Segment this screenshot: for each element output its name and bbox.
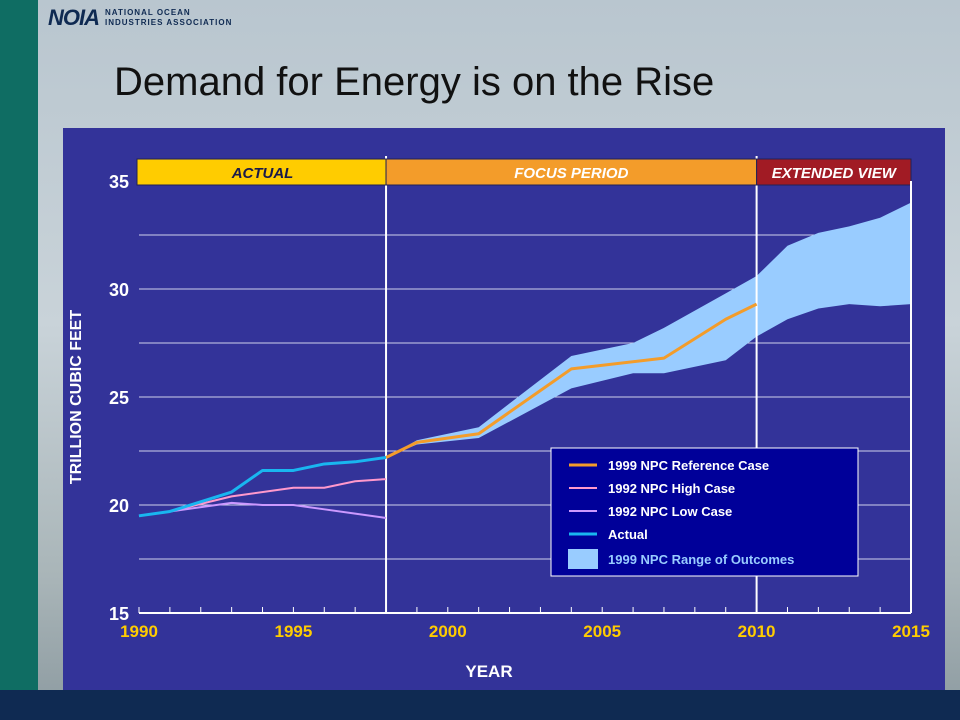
y-tick-label: 25 [109, 388, 129, 408]
series-line [385, 302, 758, 459]
bottom-band [0, 690, 960, 720]
x-tick-label: 1990 [120, 622, 158, 641]
y-tick-label: 35 [109, 172, 129, 192]
energy-demand-chart: ACTUAL FOCUS PERIOD EXTENDED VIEW 1990 1995 2… [68, 156, 930, 681]
series-line [138, 455, 387, 518]
y-tick-label: 20 [109, 496, 129, 516]
legend-label: 1992 NPC Low Case [608, 504, 732, 519]
slide-title: Demand for Energy is on the Rise [114, 60, 715, 104]
legend-box [550, 447, 859, 577]
chart-panel: ACTUAL FOCUS PERIOD EXTENDED VIEW 1990 1995 2… [63, 128, 945, 690]
x-tick-label: 2000 [429, 622, 467, 641]
logo-line-1: NATIONAL OCEAN [105, 8, 191, 17]
left-stripe [0, 0, 38, 720]
range-band [386, 202, 911, 458]
legend-label: Actual [608, 527, 648, 542]
logo-text: NATIONAL OCEAN INDUSTRIES ASSOCIATION [105, 8, 232, 28]
x-tick-label: 2005 [583, 622, 621, 641]
legend-label: 1999 NPC Reference Case [608, 458, 769, 473]
y-axis-title: TRILLION CUBIC FEET [68, 310, 85, 484]
x-tick-label: 2010 [738, 622, 776, 641]
legend-label: 1992 NPC High Case [608, 481, 735, 496]
series-line [138, 501, 387, 519]
x-tick-label: 2015 [892, 622, 930, 641]
logo: NOIA NATIONAL OCEAN INDUSTRIES ASSOCIATI… [48, 5, 232, 31]
period-label: ACTUAL [231, 165, 294, 182]
y-tick-label: 30 [109, 280, 129, 300]
period-label: EXTENDED VIEW [772, 165, 898, 182]
period-bar [385, 158, 758, 186]
period-bar [136, 158, 387, 186]
x-axis-title: YEAR [465, 662, 512, 681]
y-tick-label: 15 [109, 604, 129, 624]
x-tick-label: 1995 [274, 622, 312, 641]
legend-range-swatch [568, 549, 598, 569]
logo-mark: NOIA [48, 5, 100, 30]
period-bar [756, 158, 912, 186]
period-label: FOCUS PERIOD [514, 165, 628, 182]
legend-range-label: 1999 NPC Range of Outcomes [608, 552, 794, 567]
logo-line-2: INDUSTRIES ASSOCIATION [105, 18, 233, 27]
